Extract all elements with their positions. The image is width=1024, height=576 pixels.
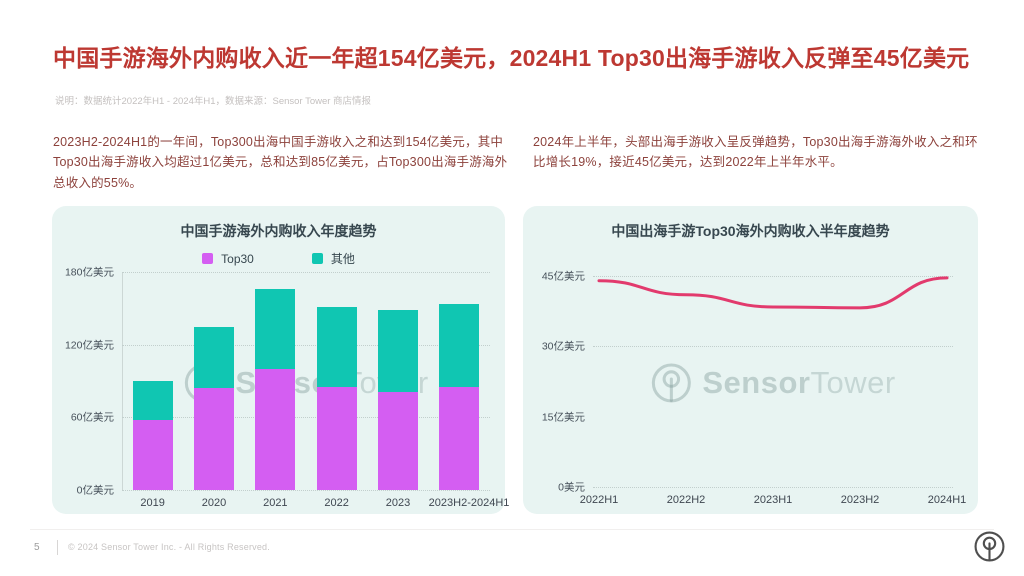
- x-axis-tick-label: 2023H2-2024H1: [428, 497, 510, 509]
- sensor-tower-circle-logo-icon: [974, 531, 1005, 562]
- legend-label: Top30: [221, 251, 254, 266]
- x-axis-tick-label: 2021: [263, 497, 288, 509]
- page-number: 5: [34, 542, 40, 553]
- y-axis-tick-label: 15亿美元: [541, 411, 585, 424]
- y-axis-tick-label: 30亿美元: [541, 340, 585, 353]
- footer-separator: [57, 540, 58, 555]
- bar-2019: [132, 381, 173, 490]
- left-paragraph: 2023H2-2024H1的一年间，Top300出海中国手游收入之和达到154亿…: [53, 135, 508, 190]
- x-axis-tick-label: 2020: [201, 497, 227, 509]
- bar-segment-其他: [439, 303, 480, 388]
- footer-divider-line: [30, 529, 994, 530]
- gridline-30: [593, 346, 953, 348]
- bar-chart-legend: Top30 其他: [52, 250, 505, 267]
- x-axis-tick-label: 2022: [324, 497, 349, 509]
- x-axis-tick-label: 2022H2: [666, 494, 706, 506]
- bar-segment-top30: [132, 419, 173, 490]
- gridline-0: [122, 490, 490, 491]
- page-title: 中国手游海外内购收入近一年超154亿美元，2024H1 Top30出海手游收入反…: [53, 45, 970, 71]
- legend-label: 其他: [330, 252, 355, 266]
- y-axis-tick-label: 180亿美元: [64, 266, 114, 279]
- y-axis-tick-label: 0亿美元: [76, 484, 114, 497]
- y-axis-tick-label: 120亿美元: [64, 339, 114, 352]
- right-paragraph: 2024年上半年，头部出海手游收入呈反弹趋势，Top30出海手游海外收入之和环比…: [533, 135, 978, 170]
- gridline-180: [122, 272, 490, 273]
- footer: 5 © 2024 Sensor Tower Inc. - All Rights …: [0, 531, 1024, 568]
- bar-2022: [316, 307, 357, 490]
- legend-item-其他: 其他: [311, 250, 355, 267]
- legend-swatch: [202, 253, 214, 264]
- y-axis-tick-label: 60亿美元: [70, 411, 114, 424]
- gridline-45: [593, 276, 953, 277]
- line-chart-plot: SensorTower 0美元 15亿美元 30亿美元 45亿美元 2022H1 2022…: [542, 271, 966, 507]
- bar-segment-top30: [439, 387, 480, 490]
- source-note: 说明：数据统计2022年H1 - 2024年H1，数据来源：Sensor Tow…: [55, 96, 372, 107]
- legend-item-top30: Top30: [202, 252, 254, 266]
- bar-segment-其他: [316, 307, 357, 388]
- bar-segment-top30: [378, 391, 418, 490]
- line-chart-card: 中国出海手游Top30海外内购收入半年度趋势 SensorTower 0美元 15…: [523, 206, 978, 514]
- y-axis-tick-label: 45亿美元: [541, 270, 585, 283]
- x-axis-tick-label: 2023H2: [840, 494, 880, 506]
- x-axis-tick-label: 2022H1: [579, 494, 619, 506]
- bar-segment-其他: [255, 288, 296, 369]
- bar-chart-plot: SensorTower 0亿美元60亿美元120亿美元180亿美元2019202…: [65, 267, 509, 510]
- line-chart-title: 中国出海手游Top30海外内购收入半年度趋势: [611, 223, 890, 239]
- y-axis-line: [122, 272, 123, 490]
- bar-2021: [255, 288, 296, 490]
- revenue-trend-line: [597, 276, 949, 310]
- y-axis-tick-label: 0美元: [558, 481, 585, 494]
- bar-segment-其他: [132, 381, 173, 420]
- x-axis-tick-label: 2023: [385, 497, 411, 509]
- bar-segment-top30: [255, 368, 296, 490]
- bar-2020: [194, 326, 234, 490]
- x-axis-tick-label: 2019: [140, 497, 165, 509]
- bar-segment-其他: [194, 326, 234, 389]
- gridline-60: [122, 417, 490, 419]
- bar-segment-top30: [316, 387, 357, 490]
- gridline-0: [593, 487, 953, 488]
- x-axis-tick-label: 2023H1: [753, 494, 793, 506]
- line-series-path: [597, 276, 949, 310]
- bar-segment-其他: [378, 309, 418, 392]
- bar-chart-title: 中国手游海外内购收入年度趋势: [180, 223, 377, 239]
- copyright-text: © 2024 Sensor Tower Inc. - All Rights Re…: [68, 542, 270, 552]
- bar-segment-top30: [194, 388, 234, 490]
- bar-2023: [378, 309, 418, 490]
- x-axis-tick-label: 2024H1: [927, 494, 967, 506]
- gridline-120: [122, 344, 490, 346]
- bar-2023H2-2024H1: [439, 303, 480, 490]
- legend-swatch: [311, 253, 323, 264]
